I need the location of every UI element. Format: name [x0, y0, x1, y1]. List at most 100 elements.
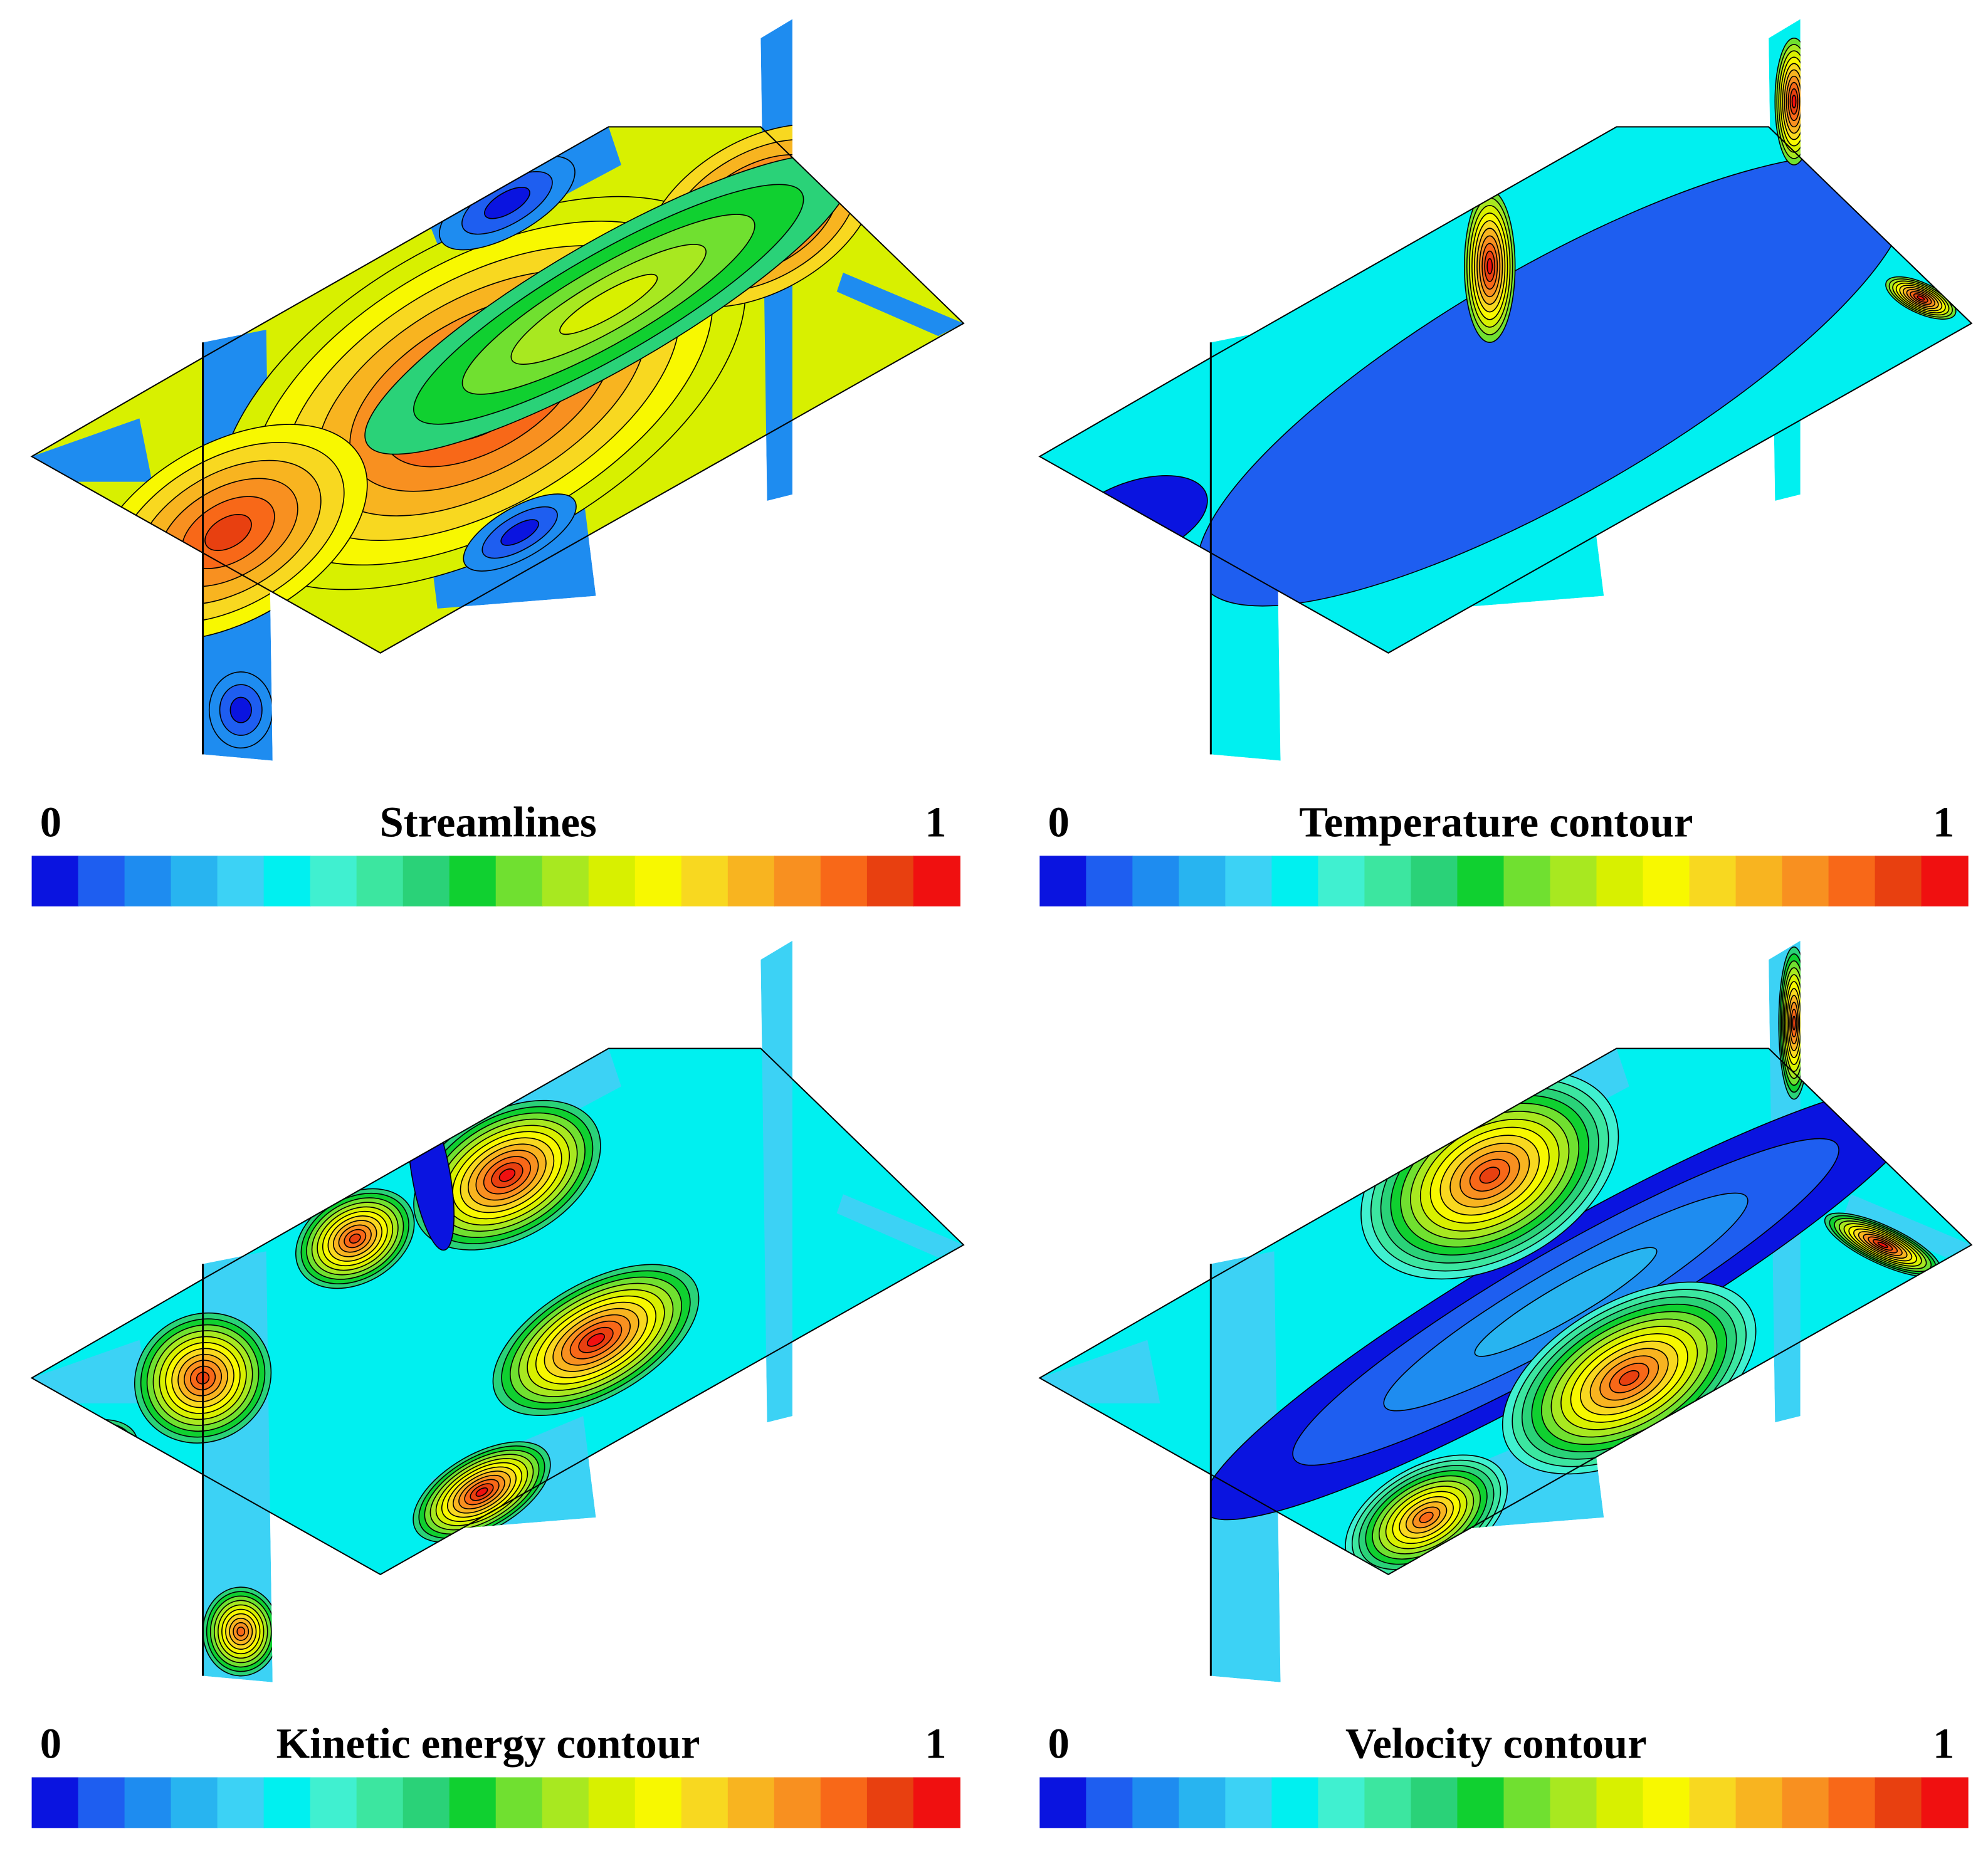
colorbar-title: Streamlines: [379, 798, 596, 846]
contour-plot: [31, 19, 964, 761]
plate: [31, 1340, 152, 1403]
colorbar-swatch: [402, 856, 450, 907]
colorbar-swatch: [124, 856, 172, 907]
colorbar-swatch: [634, 1777, 682, 1828]
colorbar-max-label: 1: [1933, 798, 1954, 846]
colorbar-swatch: [1457, 856, 1505, 907]
contour-band: [1877, 1242, 1888, 1249]
colorbar-title: Kinetic energy contour: [276, 1720, 700, 1768]
colorbar-max-label: 1: [925, 1720, 946, 1768]
plate: [31, 418, 152, 482]
colorbar-swatch: [681, 1777, 728, 1828]
colorbar-swatch: [1921, 856, 1969, 907]
colorbar-swatch: [217, 1777, 265, 1828]
colorbar-swatch: [774, 1777, 821, 1828]
colorbar-title: Velocity contour: [1345, 1720, 1647, 1768]
contour-band: [1419, 1511, 1434, 1523]
contour-plot: [1039, 19, 1972, 761]
plate: [1439, 494, 1604, 609]
colorbar-swatch: [124, 1777, 172, 1828]
colorbar-min-label: 0: [40, 798, 61, 846]
contour-band: [1917, 295, 1925, 301]
colorbar-swatch: [774, 856, 821, 907]
contour-band: [1791, 95, 1797, 108]
colorbar-swatch: [1643, 856, 1690, 907]
contour-plot: [31, 940, 964, 1682]
colorbar-swatch: [1132, 1777, 1180, 1828]
contour-band: [58, 1432, 119, 1476]
colorbar-swatch: [588, 1777, 636, 1828]
colorbar-max-label: 1: [925, 798, 946, 846]
colorbar-swatch: [1689, 1777, 1737, 1828]
contour-band: [475, 1487, 488, 1497]
contour-band: [1792, 1015, 1796, 1031]
colorbar-swatch: [1039, 856, 1087, 907]
colorbar-swatch: [1132, 856, 1180, 907]
contour-band: [559, 273, 658, 335]
colorbar-swatch: [1225, 856, 1273, 907]
colorbar-swatch: [1411, 1777, 1458, 1828]
colorbar-swatch: [913, 856, 960, 907]
colorbar-swatch: [1411, 856, 1458, 907]
colorbar-swatch: [1271, 856, 1319, 907]
colorbar-swatch: [402, 1777, 450, 1828]
colorbar-swatch: [1782, 1777, 1829, 1828]
colorbar-swatch: [310, 856, 357, 907]
colorbar-swatch: [866, 856, 914, 907]
colorbar-swatch: [31, 1777, 79, 1828]
plate: [1039, 418, 1160, 482]
colorbar-swatch: [1086, 1777, 1133, 1828]
colorbar-swatch: [1643, 1777, 1690, 1828]
contour-band: [1486, 258, 1493, 275]
panel: 0 Kinetic energy contour 1: [30, 940, 965, 1828]
colorbar-swatch: [1828, 1777, 1876, 1828]
colorbar-swatch: [171, 1777, 218, 1828]
colorbar-swatch: [1318, 856, 1365, 907]
contour-band: [78, 1446, 99, 1462]
colorbar-swatch: [171, 856, 218, 907]
contour-band: [587, 1333, 605, 1347]
colorbar-swatch: [1364, 856, 1412, 907]
contour-band: [484, 186, 530, 219]
colorbar-max-label: 1: [1933, 1720, 1954, 1768]
colorbar-swatch: [1457, 1777, 1505, 1828]
contour-band: [229, 696, 252, 723]
colorbar-swatch: [1596, 1777, 1644, 1828]
contour-band: [236, 1627, 246, 1637]
colorbar-swatch: [1503, 856, 1551, 907]
colorbar-swatch: [588, 856, 636, 907]
colorbar-swatch: [78, 856, 125, 907]
contour-band: [204, 513, 252, 552]
contour-band: [73, 1443, 104, 1465]
colorbar-swatch: [1271, 1777, 1319, 1828]
plate: [1844, 1194, 1972, 1258]
colorbar-title: Temperature contour: [1299, 798, 1693, 846]
colorbar-swatch: [634, 856, 682, 907]
panel: 0 Temperature contour 1: [1038, 19, 1973, 907]
colorbar-swatch: [1875, 1777, 1922, 1828]
contour-band: [349, 1233, 361, 1244]
contour-band: [83, 1450, 95, 1459]
contour-band: [1619, 1370, 1640, 1387]
colorbar-swatch: [217, 856, 265, 907]
colorbar-swatch: [449, 1777, 497, 1828]
colorbar-swatch: [820, 856, 868, 907]
plate: [1039, 1340, 1160, 1403]
colorbar-swatch: [820, 1777, 868, 1828]
colorbar-swatch: [356, 1777, 404, 1828]
plate: [760, 940, 792, 1423]
colorbar-swatch: [542, 856, 589, 907]
colorbar-swatch: [1828, 856, 1876, 907]
colorbar-swatch: [78, 1777, 125, 1828]
colorbar-swatch: [1550, 856, 1597, 907]
contour-band: [1479, 1167, 1500, 1184]
colorbar-swatch: [1364, 1777, 1412, 1828]
colorbar-swatch: [495, 856, 543, 907]
colorbar-swatch: [310, 1777, 357, 1828]
colorbar-swatch: [913, 1777, 960, 1828]
colorbar-swatch: [866, 1777, 914, 1828]
colorbar-swatch: [727, 1777, 775, 1828]
colorbar-swatch: [356, 856, 404, 907]
colorbar-swatch: [1689, 856, 1737, 907]
contour-band: [498, 1168, 516, 1182]
